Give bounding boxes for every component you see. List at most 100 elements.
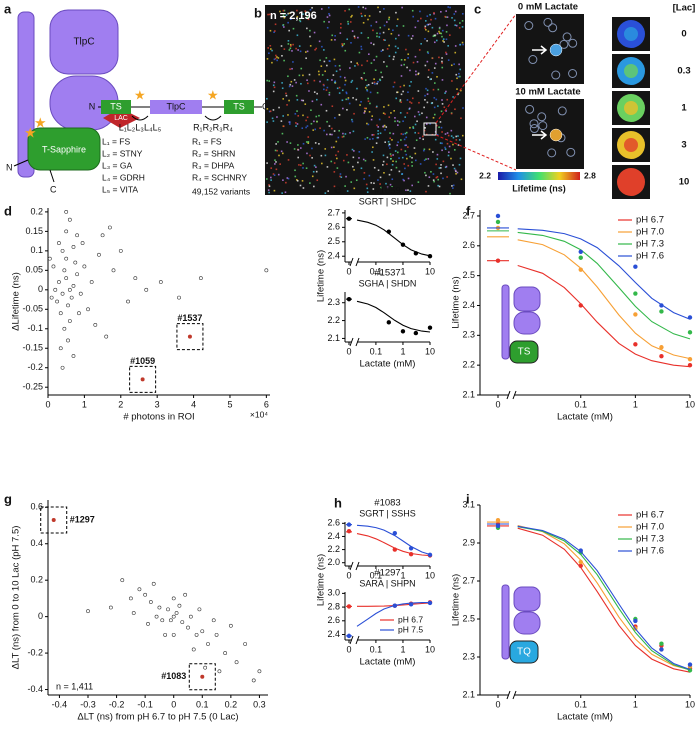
x-tick-label: -0.4 [52,699,68,709]
cell [313,120,315,123]
point [386,229,392,234]
point [67,287,72,292]
y-tick-label: 2.4 [327,251,340,261]
cell [457,92,460,95]
cell [450,135,453,137]
cell [352,165,354,168]
cell [380,71,382,74]
cell [408,107,411,110]
cell [409,126,411,129]
x-tick-label: 1 [400,644,405,654]
point [659,647,664,652]
cell [287,159,290,161]
cell [438,167,441,169]
y-tick-label: 2.5 [462,613,475,623]
cell [399,100,401,103]
y-tick-label: 2.7 [327,207,340,217]
cell [378,36,381,38]
cell [400,101,402,103]
cell [391,178,394,181]
cell [417,181,420,183]
cell [305,126,307,129]
cell [309,8,312,11]
cell [414,131,416,134]
cell [425,20,427,22]
cell [370,182,373,184]
cell [281,192,283,194]
cell [285,92,287,95]
x-tick-label: 0.3 [253,699,266,709]
annotation: n = 1,411 [56,681,93,691]
point [243,642,248,646]
cell [377,133,379,135]
colorbar [498,172,580,180]
point [427,600,433,606]
cell [352,97,354,99]
cell [314,128,317,131]
cell [325,89,328,91]
fit-line [517,527,691,673]
fit-line [517,239,691,360]
cell [324,148,327,150]
cell [268,184,270,186]
cell [434,62,437,65]
cell [363,72,365,74]
cell [433,180,435,183]
y-tick-label: 2.6 [327,518,340,528]
point [174,611,179,615]
point [392,530,398,536]
cell [362,158,365,161]
legend-label: pH 6.7 [636,510,664,521]
cell [412,15,414,18]
cell [328,14,331,17]
cell [357,63,359,66]
cell [559,39,569,49]
cell [360,45,363,48]
cell [299,50,302,53]
cell [430,18,432,21]
cell [282,14,285,17]
cell [390,155,392,157]
image-b [265,5,465,195]
cell [428,176,431,179]
highlight-label: #1059 [130,356,155,366]
cell [294,169,296,172]
chart-subtitle: SGRT | SSHS [359,508,416,518]
y-tick-label: -0.2 [27,647,43,657]
cell [331,34,334,37]
cell [368,53,370,55]
cell [295,47,297,50]
cell [424,127,426,129]
cell [455,24,458,27]
cell [435,39,438,42]
point [53,287,58,292]
heatmap-core [624,175,638,189]
cell [538,121,548,131]
construct-domain [150,100,202,114]
point [67,217,72,222]
x-tick-label: 0.1 [370,570,383,580]
cell [419,10,421,13]
y-tick-label: 0.4 [30,538,43,548]
cell [433,113,436,116]
point [206,642,210,646]
cell [272,90,275,93]
variant-count: 49,152 variants [192,186,250,196]
cell [279,163,281,165]
cell [290,45,292,47]
cell [341,136,344,138]
cell [548,23,558,33]
chart-title: #1083 [374,498,400,509]
point [346,522,352,527]
point [100,233,105,238]
cell [461,134,464,137]
y-tick-label: 2.5 [462,270,475,280]
cell [313,91,316,93]
cell [360,12,363,15]
cell [348,102,351,105]
cell [400,75,403,77]
cell [372,29,374,32]
cell [268,13,271,16]
point [146,622,150,626]
cell [272,109,275,111]
